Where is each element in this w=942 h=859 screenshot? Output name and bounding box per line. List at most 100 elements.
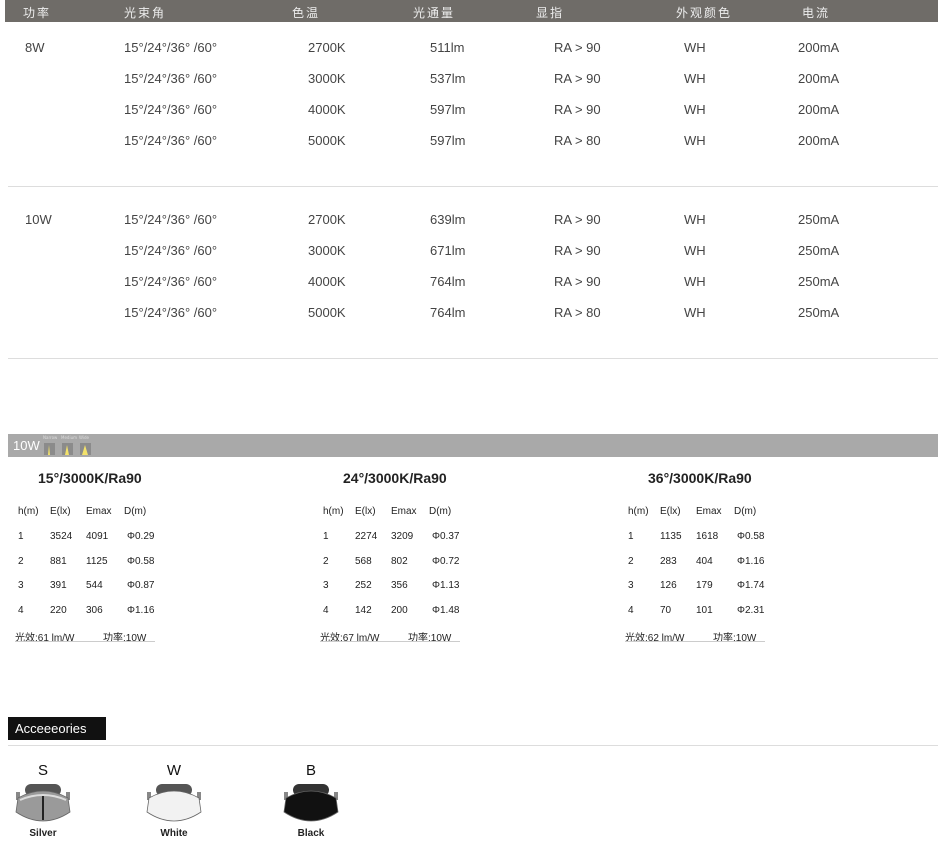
table-cell: Φ0.72 (432, 555, 460, 567)
column-header: E(lx) (660, 506, 681, 517)
table-cell: 404 (696, 555, 713, 567)
table-cell: 881 (50, 555, 67, 567)
accessory-black: B Black (271, 762, 351, 839)
table-cell: 4091 (86, 531, 109, 542)
accessory-white: W White (134, 762, 214, 839)
table-cell: RA > 90 (554, 274, 601, 289)
table-cell: RA > 90 (554, 71, 601, 86)
table-cell: 2 (628, 555, 634, 567)
table-cell: Φ0.37 (432, 531, 460, 542)
header-col: 外观颜色 (676, 6, 733, 20)
table-cell: 306 (86, 604, 103, 616)
table-cell: 15°/24°/36° /60° (124, 71, 218, 86)
table-cell: 15°/24°/36° /60° (124, 212, 218, 227)
table-cell: RA > 90 (554, 212, 601, 227)
table-cell: 802 (391, 555, 408, 567)
power-label: 功率:10W (103, 633, 147, 644)
photometric-title: 24°/3000K/Ra90 (343, 470, 447, 486)
efficacy-label: 光效:67 lm/W (320, 633, 380, 644)
column-header: D(m) (734, 506, 757, 517)
table-cell: Φ1.74 (737, 580, 765, 591)
column-header: h(m) (628, 506, 649, 517)
photometric-table: 36°/3000K/Ra90 h(m) E(lx) Emax D(m) 1 1135 1618… (625, 460, 925, 650)
table-cell: 142 (355, 604, 372, 616)
power-label: 功率:10W (713, 633, 757, 644)
reflector-ring-icon (15, 784, 71, 822)
photometric-title: 15°/3000K/Ra90 (38, 470, 142, 486)
table-cell: Φ1.16 (737, 555, 765, 567)
table-cell: 1 (18, 531, 24, 542)
table-cell: WH (684, 40, 706, 55)
table-cell: 3524 (50, 531, 73, 542)
accessory-code: S (37, 762, 48, 779)
reflector-ring-icon (146, 784, 202, 822)
table-cell: WH (684, 243, 706, 258)
beam-medium-icon: Medium (61, 435, 77, 455)
table-cell: Φ1.16 (127, 604, 155, 616)
table-cell: RA > 90 (554, 102, 601, 117)
table-cell: 70 (660, 604, 672, 616)
table-cell: 200mA (798, 102, 840, 117)
table-cell: 5000K (308, 305, 346, 320)
column-header: h(m) (323, 506, 344, 517)
accessory-name: Black (297, 828, 325, 839)
header-col: 电流 (802, 6, 831, 20)
column-header: D(m) (124, 506, 147, 517)
table-cell: 671lm (430, 243, 466, 258)
table-cell: RA > 80 (554, 133, 601, 148)
footer-underline (625, 641, 765, 642)
table-cell: 4 (18, 604, 24, 616)
table-cell: 1 (323, 531, 329, 542)
table-cell: WH (684, 274, 706, 289)
beam-cone-icon (48, 445, 50, 455)
footer-underline (15, 641, 155, 642)
table-cell: 511lm (430, 40, 465, 55)
table-cell: 4000K (308, 102, 346, 117)
table-cell: 252 (355, 580, 372, 591)
table-cell: 597lm (430, 133, 466, 148)
table-cell: 2 (323, 555, 329, 567)
table-cell: 250mA (798, 274, 840, 289)
table-cell: 3 (18, 580, 24, 591)
table-cell: 15°/24°/36° /60° (124, 133, 218, 148)
table-cell: 15°/24°/36° /60° (124, 305, 218, 320)
table-cell: 537lm (430, 71, 466, 86)
accessory-name: White (160, 828, 188, 839)
table-cell: 250mA (798, 212, 840, 227)
table-cell: Φ0.87 (127, 580, 155, 591)
power-label: 功率:10W (408, 633, 452, 644)
table-cell: WH (684, 212, 706, 227)
table-cell: 764lm (430, 274, 466, 289)
table-cell: 356 (391, 580, 408, 591)
photometric-table: 24°/3000K/Ra90 h(m) E(lx) Emax D(m) 1 2274 3209… (320, 460, 620, 650)
beam-cone-icon (82, 445, 88, 455)
table-cell: 200 (391, 604, 408, 616)
table-cell: RA > 80 (554, 305, 601, 320)
table-cell: Φ1.13 (432, 580, 460, 591)
table-cell: 250mA (798, 243, 840, 258)
column-header: Emax (391, 506, 417, 517)
table-cell: WH (684, 133, 706, 148)
table-cell: 250mA (798, 305, 840, 320)
table-cell: Φ0.29 (127, 531, 155, 542)
group-divider (8, 186, 938, 187)
beam-label: Narrow (43, 435, 58, 440)
table-cell: 2274 (355, 531, 378, 542)
table-cell: 3 (628, 580, 634, 591)
header-col: 显指 (536, 6, 565, 20)
table-cell: WH (684, 71, 706, 86)
spec-table-header: 功率 光束角 色温 光通量 显指 外观颜色 电流 (5, 0, 938, 22)
beam-label: Wide (79, 435, 89, 440)
column-header: D(m) (429, 506, 452, 517)
accessory-name: Silver (29, 828, 57, 839)
beam-bar-power: 10W (13, 438, 40, 453)
table-cell: 15°/24°/36° /60° (124, 243, 218, 258)
accessory-silver: S Silver (3, 762, 83, 839)
table-cell: Φ1.48 (432, 604, 460, 616)
table-cell: 15°/24°/36° /60° (124, 102, 218, 117)
table-cell: Φ2.31 (737, 604, 765, 616)
efficacy-label: 光效:62 lm/W (625, 633, 685, 644)
table-cell: 126 (660, 580, 677, 591)
table-cell: 101 (696, 604, 713, 616)
